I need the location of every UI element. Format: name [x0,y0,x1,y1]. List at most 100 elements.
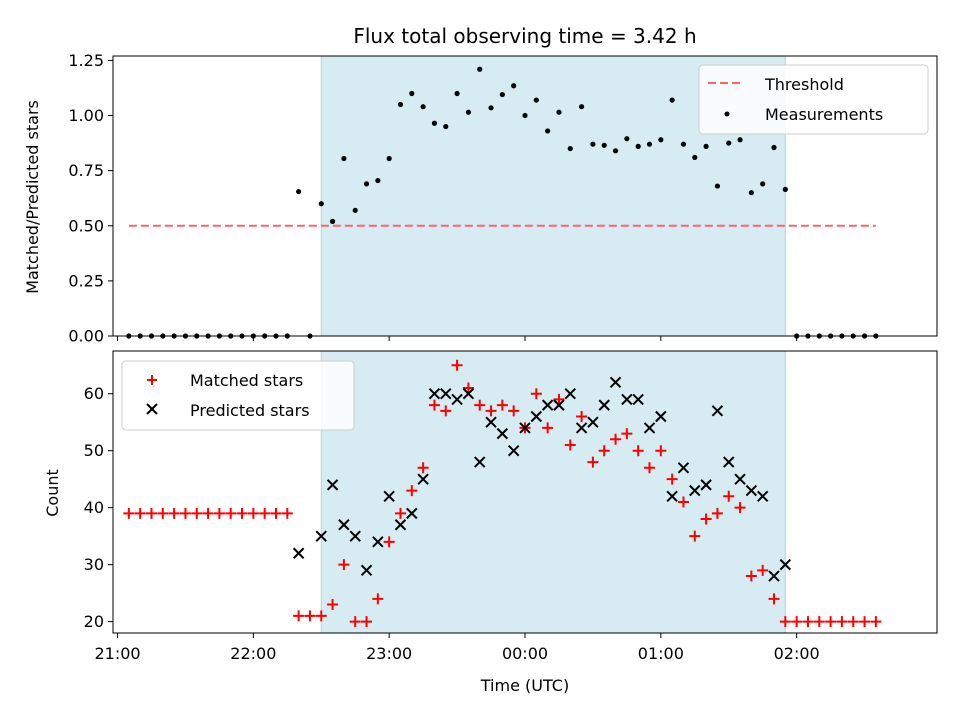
measurements-point [352,207,358,213]
matched-stars-point [383,536,395,548]
matched-stars-point [836,616,848,628]
measurements-point [646,141,653,147]
predicted-stars-point [349,530,361,542]
bottom-y-axis-label: Count [43,469,62,517]
matched-stars-point [462,382,474,394]
top-y-tick-label: 1.25 [68,51,104,70]
x-tick-label: 01:00 [638,644,684,663]
top-y-tick-label: 0.25 [68,271,104,290]
measurements-point [556,109,562,115]
matched-stars-point [791,616,803,628]
legend-predicted-label: Predicted stars [190,401,310,420]
predicted-stars-point [326,479,339,491]
measurements-point [680,141,687,147]
bottom-y-tick-label: 50 [84,441,104,460]
matched-stars-point [610,433,622,445]
measurements-point [714,183,721,189]
matched-stars-point [666,473,678,485]
measurements-point [624,136,630,142]
matched-stars-point [406,485,418,497]
predicted-stars-point [360,564,373,577]
predicted-stars-point [621,393,633,406]
matched-stars-point [259,507,271,519]
measurements-point [635,143,641,149]
measurements-point [488,105,494,111]
matched-stars-point [304,610,316,622]
measurements-point [782,186,788,192]
matched-stars-point [349,616,361,628]
x-axis-label: Time (UTC) [480,676,569,695]
measurements-point [578,104,585,110]
measurements-point [771,144,777,151]
matched-stars-point [564,439,576,451]
bottom-legend-frame [121,360,355,431]
matched-stars-point [168,507,180,519]
measurements-point [567,145,573,152]
measurements-point [511,83,517,89]
top-y-tick-label: 0.00 [68,327,104,346]
matched-stars-point [213,507,225,519]
matched-stars-point [191,507,203,519]
predicted-stars-point [553,399,565,411]
matched-stars-point [179,507,191,519]
measurements-point [748,190,754,196]
top-y-axis-label: Matched/Predicted stars [23,100,42,294]
measurements-point [386,155,392,162]
measurements-point [318,201,324,207]
x-tick-label: 00:00 [502,644,548,663]
predicted-stars-point [723,456,735,468]
bottom-observing-window [320,350,786,634]
matched-stars-point [247,507,259,519]
measurements-point [726,140,732,146]
measurements-point [329,218,336,224]
measurements-point [477,66,483,72]
measurements-point [420,104,426,110]
matched-stars-point [745,570,757,582]
matched-stars-point [723,490,735,502]
predicted-stars-point [632,393,644,406]
measurements-point [409,90,415,97]
predicted-stars-point [530,410,543,423]
predicted-stars-point [711,405,724,417]
matched-stars-point [802,616,814,628]
matched-stars-point [677,496,689,508]
matched-stars-point [859,616,871,628]
x-tick-label: 02:00 [774,644,820,663]
predicted-stars-point [677,462,690,474]
predicted-stars-point [689,484,701,497]
matched-stars-point [417,462,429,474]
matched-stars-point [338,559,350,571]
predicted-stars-point [756,490,769,502]
matched-stars-point [428,399,440,411]
matched-stars-point [598,445,610,457]
matched-stars-point [508,405,520,417]
matched-stars-point [474,399,486,411]
measurements-point [522,112,528,119]
matched-stars-point [870,616,882,628]
measurements-point [363,181,370,187]
measurements-point [397,101,404,108]
legend-threshold-label: Threshold [764,75,844,94]
measurements-point [612,148,619,154]
predicted-stars-point [768,570,780,582]
measurements-point [737,137,743,143]
measurements-point [669,97,675,103]
predicted-stars-point [406,507,418,520]
matched-stars-point [372,593,384,605]
bottom-y-tick-label: 40 [84,498,104,517]
matched-stars-point [145,507,157,519]
top-y-tick-label: 0.50 [68,216,104,235]
predicted-stars-point [700,479,712,491]
matched-stars-point [542,422,554,434]
matched-stars-point [553,393,565,405]
matched-stars-point [440,405,452,417]
matched-stars-point [225,507,237,519]
matched-stars-point [485,405,497,417]
predicted-stars-point [541,399,554,411]
matched-stars-point [496,399,508,411]
predicted-stars-point [666,490,678,502]
matched-stars-point [123,507,135,519]
matched-stars-point [587,456,599,468]
predicted-stars-point [655,410,667,423]
measurements-point [454,90,460,97]
